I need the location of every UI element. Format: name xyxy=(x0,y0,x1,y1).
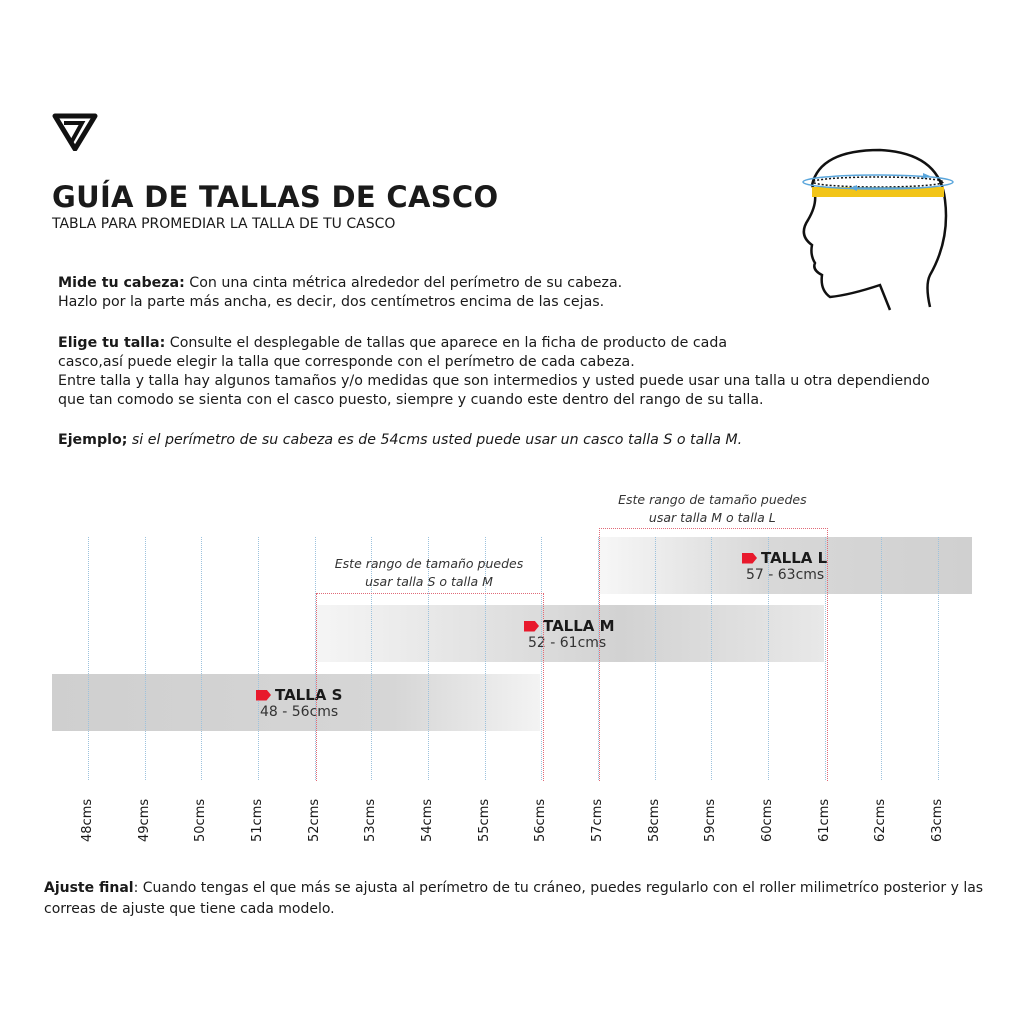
tick-label: 53cms xyxy=(363,798,379,842)
choose-paragraph: Elige tu talla: Consulte el desplegable … xyxy=(58,334,968,410)
measure-text: Con una cinta métrica alrededor del perí… xyxy=(184,275,623,291)
gridline xyxy=(541,537,543,780)
overlap-range-box xyxy=(315,593,545,781)
gridline xyxy=(768,537,770,780)
flag-icon xyxy=(742,552,757,564)
size-name: TALLA L xyxy=(761,549,828,567)
head-measurement-icon xyxy=(802,148,954,311)
tick-label: 57cms xyxy=(590,798,606,842)
tick-label: 61cms xyxy=(816,798,832,842)
gridline xyxy=(144,537,146,780)
note-line: Este rango de tamaño puedes xyxy=(618,492,807,507)
footer-text: : Cuando tengas el que más se ajusta al … xyxy=(44,880,984,917)
size-bar-talla-m xyxy=(316,605,824,662)
size-name: TALLA M xyxy=(543,617,615,635)
flag-icon xyxy=(256,689,271,701)
measure-label: Mide tu cabeza: xyxy=(58,275,185,291)
footer-note: Ajuste final: Cuando tengas el que más s… xyxy=(44,878,994,920)
tick-label: 62cms xyxy=(873,798,889,842)
footer-label: Ajuste final xyxy=(44,880,134,896)
gridline xyxy=(598,537,600,780)
overlap-range-box xyxy=(599,528,828,781)
tick-label: 56cms xyxy=(533,798,549,842)
gridline xyxy=(938,537,940,780)
tick-label: 48cms xyxy=(80,798,95,842)
size-label: TALLA S 48 - 56cms xyxy=(256,686,342,720)
note-line: usar talla M o talla L xyxy=(648,510,776,525)
size-range: 57 - 63cms xyxy=(746,567,825,583)
size-bar-talla-l xyxy=(598,537,972,594)
size-bar-talla-s xyxy=(52,674,540,731)
gridline xyxy=(711,537,713,780)
size-range: 48 - 56cms xyxy=(260,704,339,720)
choose-text-2: casco,así puede elegir la talla que corr… xyxy=(58,354,635,370)
gridline xyxy=(484,537,486,780)
measure-text-2: Hazlo por la parte más ancha, es decir, … xyxy=(58,294,605,310)
size-name: TALLA S xyxy=(275,686,343,704)
tick-label: 49cms xyxy=(136,798,152,842)
page-title: GUÍA DE TALLAS DE CASCO xyxy=(52,180,499,214)
gridline xyxy=(428,537,430,780)
example-paragraph: Ejemplo; si el perímetro de su cabeza es… xyxy=(58,431,742,450)
gridline xyxy=(314,537,316,780)
tick-label: 60cms xyxy=(760,798,776,842)
choose-label: Elige tu talla: xyxy=(58,335,166,351)
gridline xyxy=(824,537,826,780)
size-range: 52 - 61cms xyxy=(528,635,607,651)
gridline xyxy=(881,537,883,780)
flag-icon xyxy=(524,620,539,632)
tick-label: 63cms xyxy=(930,798,946,842)
page-subtitle: TABLA PARA PROMEDIAR LA TALLA DE TU CASC… xyxy=(52,216,396,232)
overlap-note: Este rango de tamaño puedes usar talla S … xyxy=(296,555,563,591)
example-label: Ejemplo; xyxy=(58,432,128,448)
note-line: usar talla S o talla M xyxy=(365,574,493,589)
tick-label: 52cms xyxy=(306,798,322,842)
tick-label: 58cms xyxy=(646,798,662,842)
gridline xyxy=(88,537,89,780)
tick-label: 59cms xyxy=(703,798,719,842)
note-line: Este rango de tamaño puedes xyxy=(334,556,524,571)
choose-text: Consulte el desplegable de tallas que ap… xyxy=(165,335,728,351)
tick-label: 54cms xyxy=(420,798,436,842)
gridline xyxy=(654,537,656,780)
size-label: TALLA L 57 - 63cms xyxy=(742,549,827,583)
tick-label: 51cms xyxy=(250,798,265,842)
overlap-note: Este rango de tamaño puedes usar talla M … xyxy=(579,491,846,527)
tick-label: 50cms xyxy=(193,798,209,842)
choose-text-4: que tan comodo se sienta con el casco pu… xyxy=(58,392,764,408)
tick-label: 55cms xyxy=(476,798,492,842)
brand-logo-icon xyxy=(52,113,98,151)
measure-paragraph: Mide tu cabeza: Con una cinta métrica al… xyxy=(58,274,622,312)
gridline xyxy=(371,537,373,780)
choose-text-3: Entre talla y talla hay algunos tamaños … xyxy=(58,373,930,389)
example-text: si el perímetro de su cabeza es de 54cms… xyxy=(127,432,743,448)
size-label: TALLA M 52 - 61cms xyxy=(524,617,615,651)
gridline xyxy=(258,537,259,780)
gridline xyxy=(201,537,203,780)
